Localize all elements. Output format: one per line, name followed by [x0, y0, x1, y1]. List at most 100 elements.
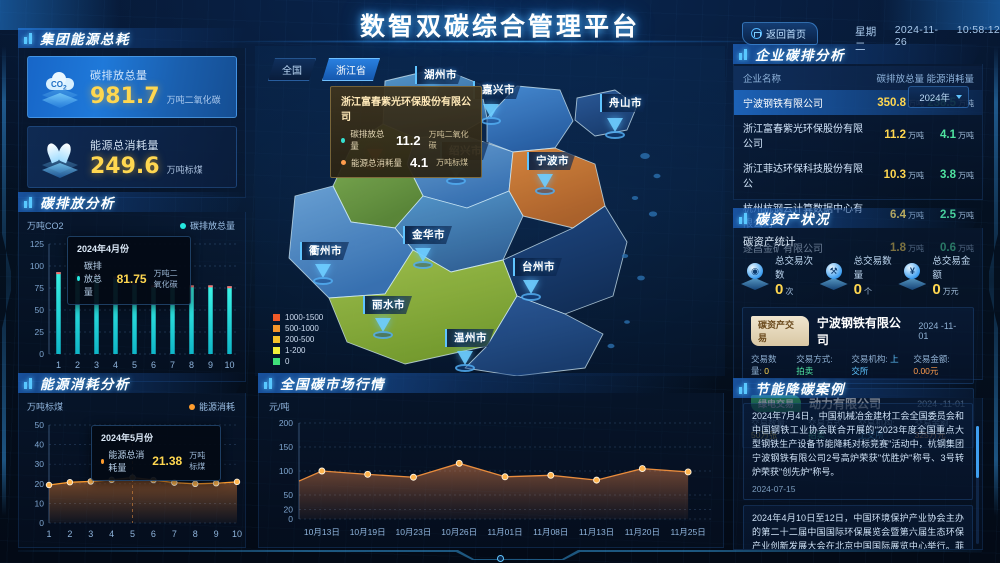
tooltip-value: 21.38 [152, 454, 183, 468]
transaction-item[interactable]: 碳资产交易 宁波钢铁有限公司 2024 -11-01 交易数量: 0 交易方式: 拍卖交… [742, 307, 974, 384]
energy-legend[interactable]: 能源消耗 [188, 400, 235, 413]
energy-card-value: 249.6 [90, 153, 160, 179]
svg-text:10月13日: 10月13日 [304, 527, 340, 537]
energy-analysis-panel: 能源消耗分析 万吨标煤 能源消耗 0 10 20 30 40 50 1 2 3 4 5 6 7 8 9 10 … [18, 373, 246, 548]
cases-panel: 节能降碳案例 2024年7月4日，中国机械冶金建材工会全国委员会和中国钢铁工业协… [733, 378, 983, 550]
tooltip-value: 81.75 [116, 271, 147, 286]
svg-text:11月25日: 11月25日 [670, 527, 705, 537]
col-company: 企业名称 [743, 74, 782, 85]
svg-text:8: 8 [193, 529, 198, 539]
city-label-衢州市[interactable]: 衢州市 [300, 242, 349, 260]
cell-energy: 4.1 万吨 [940, 129, 974, 141]
map-company-tooltip: 浙江富春紫光环保股份有限公司 碳排放总量 11.2 万吨二氧化碳 能源总消耗量 … [330, 86, 482, 178]
cases-scrollbar-thumb[interactable] [976, 426, 979, 478]
tooltip-title: 2024年4月份 [77, 244, 130, 254]
city-pin-舟山市[interactable] [605, 118, 625, 140]
svg-text:10: 10 [224, 360, 234, 370]
energy-legend-label: 能源消耗 [198, 402, 235, 412]
assets-panel-title: 碳资产状况 [733, 208, 983, 228]
city-pin-丽水市[interactable] [373, 318, 393, 340]
stat-label: 总交易次数 [775, 256, 814, 281]
col-energy: 能源消耗量 [926, 74, 974, 85]
cell-emission: 10.3 万吨 [883, 169, 924, 181]
legend-row: 0 [273, 357, 323, 366]
city-pin-台州市[interactable] [521, 280, 541, 302]
gavel-icon: ⚒ [819, 262, 849, 290]
weekday-label: 星期二 [855, 26, 877, 53]
cases-panel-title-text: 节能降碳案例 [755, 382, 845, 397]
svg-text:75: 75 [35, 283, 45, 293]
table-row[interactable]: 浙江菲达环保科技股份有限公 10.3 万吨 3.8 万吨 [734, 155, 982, 195]
city-label-丽水市[interactable]: 丽水市 [363, 296, 412, 314]
energy-card-unit: 万吨标煤 [166, 164, 203, 175]
region-tabs[interactable]: 全国 浙江省 [268, 58, 380, 81]
app-header: 数智双碳综合管理平台 返回首页 星期二 2024-11-26 10:58:12 [0, 0, 1000, 53]
energy-analysis-title: 能源消耗分析 [18, 373, 246, 393]
region-tab-zhejiang[interactable]: 浙江省 [322, 58, 380, 81]
cases-scrollbar-track[interactable] [976, 426, 979, 544]
svg-text:0: 0 [288, 514, 293, 524]
legend-swatch-icon [273, 336, 280, 343]
emission-analysis-title: 碳排放分析 [18, 192, 246, 212]
city-label-台州市[interactable]: 台州市 [513, 258, 562, 276]
city-pin-嘉兴市[interactable] [481, 104, 501, 126]
svg-text:10月23日: 10月23日 [395, 527, 431, 537]
cell-company: 浙江菲达环保科技股份有限公 [743, 164, 863, 190]
svg-text:10: 10 [232, 529, 242, 539]
metric-card-emission: CO2 碳排放总量 981.7 万吨二氧化碳 [27, 56, 237, 118]
svg-text:10月19日: 10月19日 [350, 527, 386, 537]
map-tooltip-unit-2: 万吨标煤 [436, 158, 469, 167]
svg-text:6: 6 [151, 360, 156, 370]
svg-text:0: 0 [39, 518, 44, 528]
market-panel: 全国碳市场行情 元/吨 0 20 50 100 150 200 10月13日 10月19日 10… [258, 373, 724, 548]
city-label-舟山市[interactable]: 舟山市 [600, 94, 649, 112]
city-pin-衢州市[interactable] [313, 264, 333, 286]
city-pin-宁波市[interactable] [535, 174, 555, 196]
market-panel-title: 全国碳市场行情 [258, 373, 724, 393]
city-label-湖州市[interactable]: 湖州市 [415, 66, 464, 84]
map-container[interactable]: 全国 浙江省 湖州市嘉兴市舟山市绍兴市宁波市金华市衢州市台州市丽水市温州市 浙江… [255, 46, 725, 376]
home-button[interactable]: 返回首页 [742, 22, 818, 45]
svg-text:30: 30 [35, 459, 45, 469]
news-item[interactable]: 2024年7月4日，中国机械冶金建材工会全国委员会和中国钢铁工业协会联合开展的"… [743, 403, 973, 500]
market-y-unit: 元/吨 [269, 402, 290, 412]
svg-text:1: 1 [56, 360, 61, 370]
energy-chart-container[interactable]: 万吨标煤 能源消耗 0 10 20 30 40 50 1 2 3 4 5 6 7 8 9 10 2024年5月… [18, 393, 246, 548]
stat-coin-stack-icon: ◉ 总交易次数 0 次 [740, 253, 819, 299]
legend-range: 1000-1500 [285, 313, 324, 322]
assets-panel: 碳资产状况 碳资产统计 ◉ 总交易次数 0 次 ⚒ 总交易数量 0 个 ¥ 总交易金额 0 万元 碳资… [733, 208, 983, 448]
svg-text:10: 10 [35, 498, 45, 508]
header-glow [220, 40, 780, 43]
meta-item: 交易方式: 拍卖 [796, 354, 833, 376]
svg-text:10月26日: 10月26日 [441, 527, 477, 537]
cell-energy: 3.8 万吨 [940, 169, 974, 181]
svg-text:11月08日: 11月08日 [533, 527, 568, 537]
city-label-宁波市[interactable]: 宁波市 [527, 152, 576, 170]
stat-gavel-icon: ⚒ 总交易数量 0 个 [819, 253, 898, 299]
city-label-金华市[interactable]: 金华市 [403, 226, 452, 244]
region-tab-national[interactable]: 全国 [268, 58, 316, 81]
emission-chart-container[interactable]: 万吨CO2 碳排放总量 0 25 50 75 100 125 1 2 3 4 5 6 7 8 9 10 202… [18, 212, 246, 382]
emission-legend[interactable]: 碳排放总量 [179, 219, 235, 232]
legend-range: 0 [285, 357, 290, 366]
svg-text:3: 3 [88, 529, 93, 539]
city-pin-金华市[interactable] [413, 248, 433, 270]
header-datetime: 星期二 2024-11-26 10:58:12 [855, 24, 1000, 54]
table-row[interactable]: 浙江富春紫光环保股份有限公司 11.2 万吨 4.1 万吨 [734, 115, 982, 155]
enterprise-panel-title: 企业碳排分析 [733, 44, 983, 64]
city-label-温州市[interactable]: 温州市 [445, 329, 494, 347]
stat-value: 0 [932, 281, 941, 298]
metric-card-energy: 能源总消耗量 249.6 万吨标煤 [27, 126, 237, 188]
energy-chart-tooltip: 2024年5月份 能源总消耗量 21.38 万吨标煤 [91, 425, 221, 481]
energy-area-chart: 0 10 20 30 40 50 1 2 3 4 5 6 7 8 9 10 [35, 420, 242, 539]
news-item[interactable]: 2024年4月10日至12日，中国环境保护产业协会主办的第二十二届中国国际环保展… [743, 504, 973, 549]
cases-body[interactable]: 2024年7月4日，中国机械冶金建材工会全国委员会和中国钢铁工业协会联合开展的"… [733, 398, 983, 550]
assets-panel-title-text: 碳资产状况 [755, 212, 830, 227]
energy-analysis-title-text: 能源消耗分析 [40, 377, 130, 392]
city-label-嘉兴市[interactable]: 嘉兴市 [473, 81, 522, 99]
market-chart-container[interactable]: 元/吨 0 20 50 100 150 200 10月13日 10月19日 10月23日 10月2… [258, 393, 724, 548]
year-select[interactable]: 2024年 [908, 86, 969, 108]
home-icon [751, 28, 762, 39]
city-pin-温州市[interactable] [455, 351, 475, 373]
emission-card-value: 981.7 [90, 83, 160, 109]
